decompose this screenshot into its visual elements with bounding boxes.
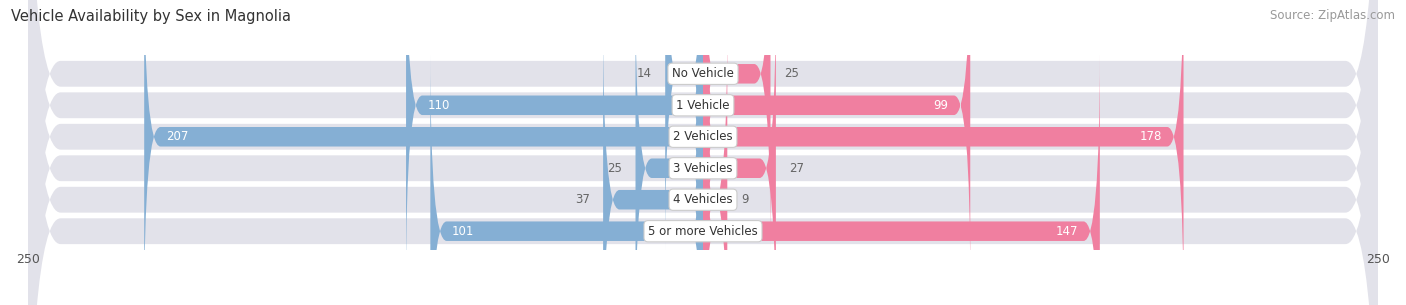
Text: 2 Vehicles: 2 Vehicles bbox=[673, 130, 733, 143]
FancyBboxPatch shape bbox=[703, 0, 776, 305]
Text: 9: 9 bbox=[741, 193, 748, 206]
FancyBboxPatch shape bbox=[28, 0, 1378, 305]
FancyBboxPatch shape bbox=[145, 0, 703, 305]
FancyBboxPatch shape bbox=[703, 20, 727, 305]
Text: No Vehicle: No Vehicle bbox=[672, 67, 734, 80]
Text: 99: 99 bbox=[934, 99, 949, 112]
FancyBboxPatch shape bbox=[603, 20, 703, 305]
Text: Vehicle Availability by Sex in Magnolia: Vehicle Availability by Sex in Magnolia bbox=[11, 9, 291, 24]
FancyBboxPatch shape bbox=[636, 0, 703, 305]
Text: 3 Vehicles: 3 Vehicles bbox=[673, 162, 733, 175]
Text: 25: 25 bbox=[607, 162, 621, 175]
Text: 207: 207 bbox=[166, 130, 188, 143]
Text: 27: 27 bbox=[789, 162, 804, 175]
Text: 178: 178 bbox=[1139, 130, 1161, 143]
Text: 25: 25 bbox=[785, 67, 799, 80]
FancyBboxPatch shape bbox=[406, 0, 703, 285]
Text: 101: 101 bbox=[451, 225, 474, 238]
FancyBboxPatch shape bbox=[28, 0, 1378, 305]
Text: 147: 147 bbox=[1056, 225, 1078, 238]
Text: 5 or more Vehicles: 5 or more Vehicles bbox=[648, 225, 758, 238]
Text: 14: 14 bbox=[637, 67, 652, 80]
FancyBboxPatch shape bbox=[703, 0, 970, 285]
FancyBboxPatch shape bbox=[703, 0, 1184, 305]
FancyBboxPatch shape bbox=[28, 0, 1378, 305]
Text: 1 Vehicle: 1 Vehicle bbox=[676, 99, 730, 112]
FancyBboxPatch shape bbox=[28, 0, 1378, 305]
Text: 110: 110 bbox=[427, 99, 450, 112]
FancyBboxPatch shape bbox=[28, 0, 1378, 305]
FancyBboxPatch shape bbox=[665, 0, 703, 253]
FancyBboxPatch shape bbox=[28, 0, 1378, 305]
FancyBboxPatch shape bbox=[703, 0, 770, 253]
FancyBboxPatch shape bbox=[430, 52, 703, 305]
Text: Source: ZipAtlas.com: Source: ZipAtlas.com bbox=[1270, 9, 1395, 22]
Text: 4 Vehicles: 4 Vehicles bbox=[673, 193, 733, 206]
FancyBboxPatch shape bbox=[703, 52, 1099, 305]
Text: 37: 37 bbox=[575, 193, 589, 206]
